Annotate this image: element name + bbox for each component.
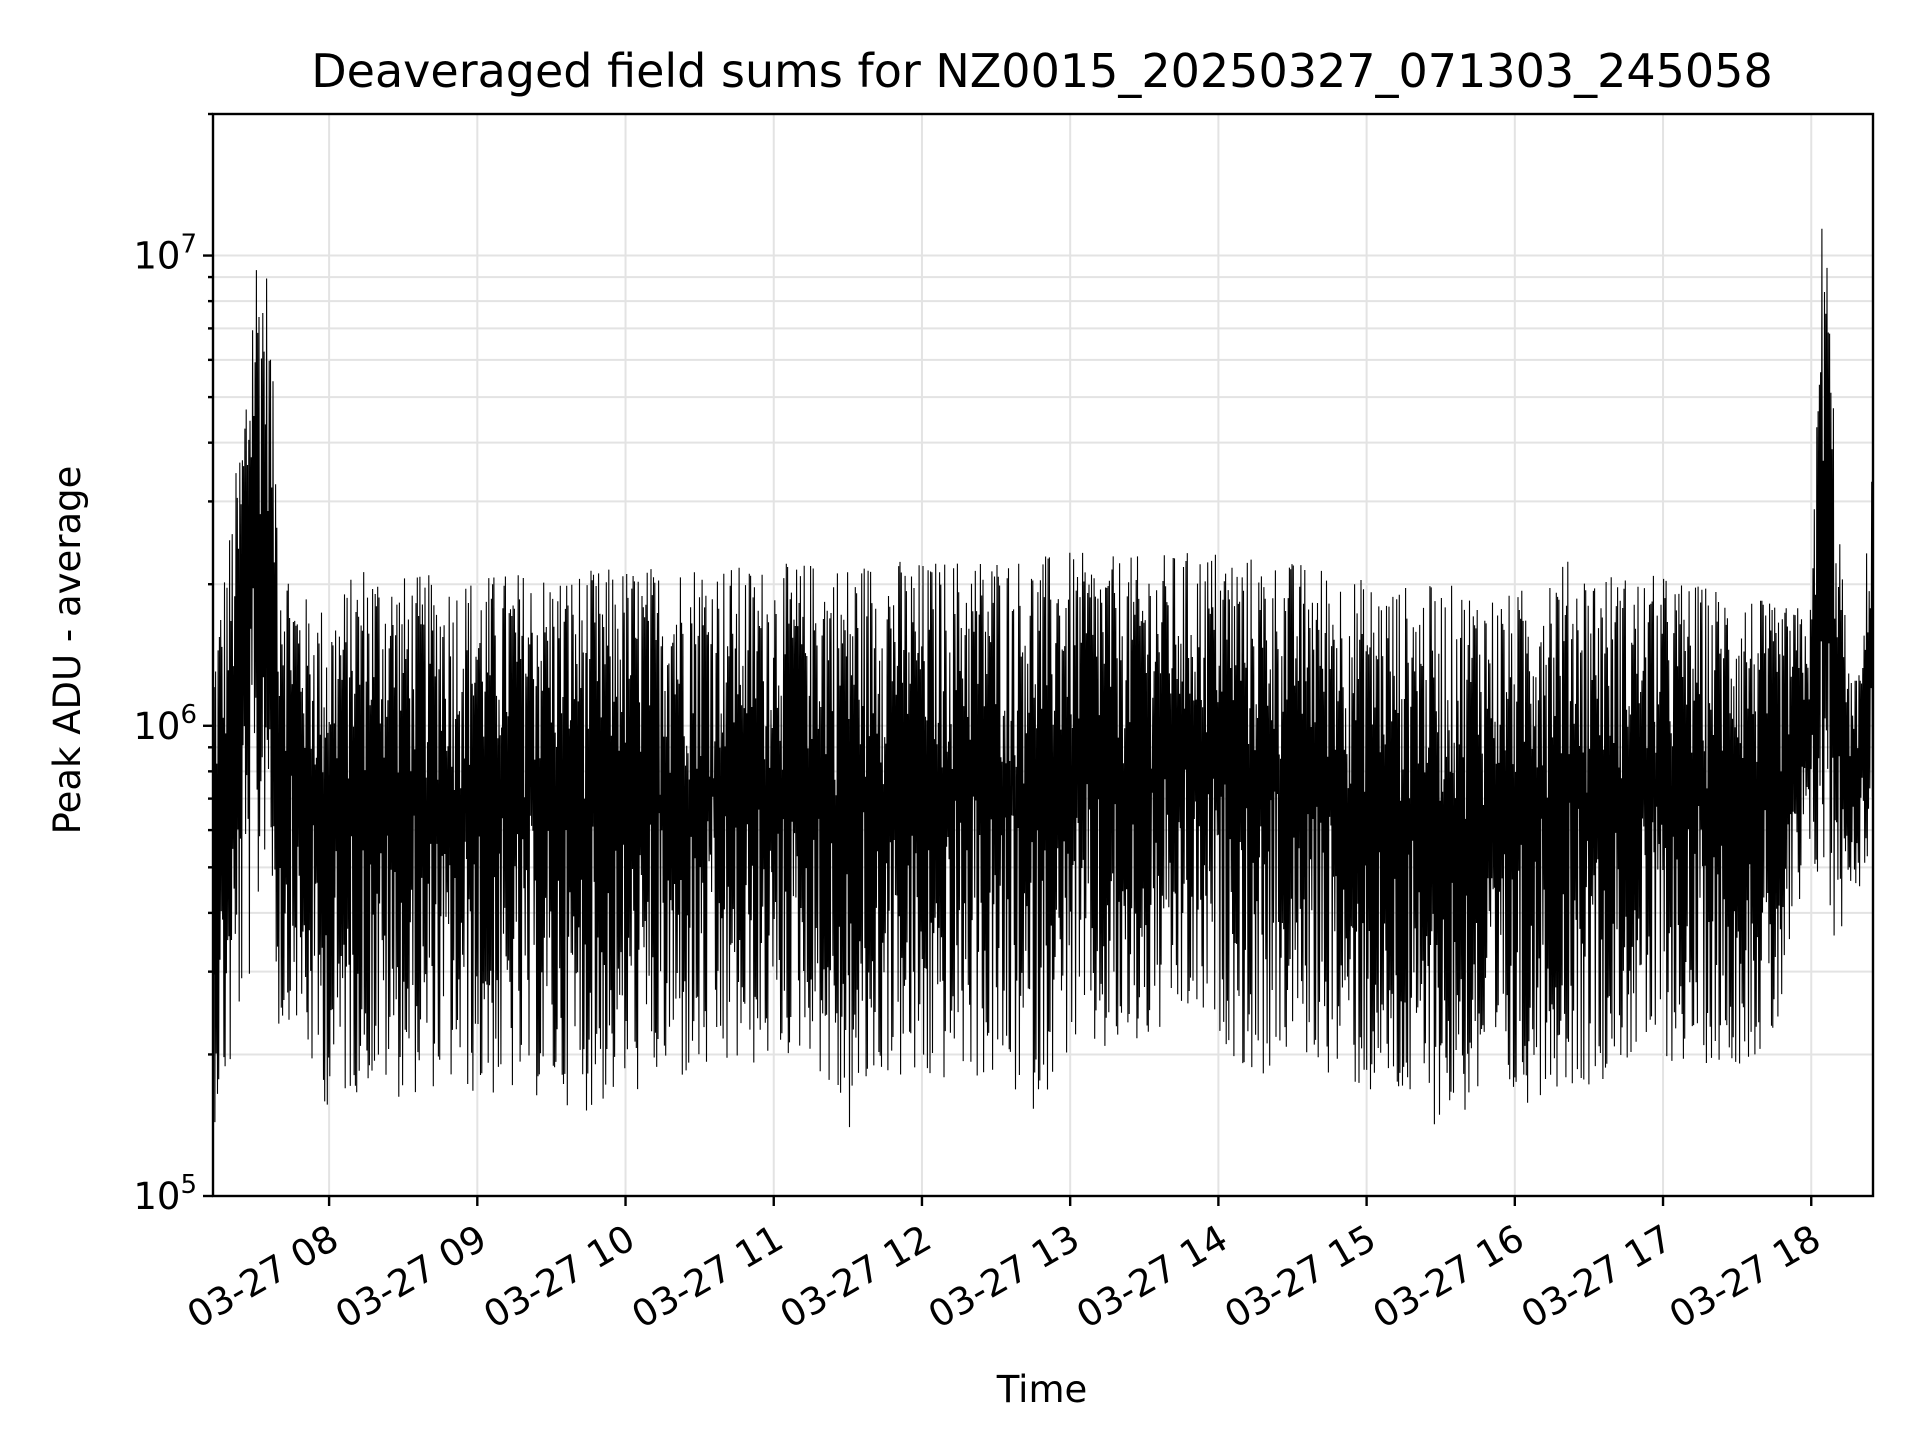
x-tick-label: 03-27 15 — [1218, 1217, 1384, 1337]
y-tick-label: 106 — [133, 700, 197, 748]
x-tick-label: 03-27 10 — [476, 1217, 642, 1337]
chart-title: Deaveraged field sums for NZ0015_2025032… — [311, 44, 1772, 98]
x-tick-label: 03-27 08 — [180, 1217, 346, 1337]
x-tick-label: 03-27 11 — [625, 1217, 791, 1337]
x-axis-label: Time — [996, 1368, 1088, 1411]
series-line — [212, 228, 1874, 1128]
y-tick-label: 107 — [133, 230, 197, 278]
y-axis-ticks: 105 106 107 — [133, 112, 213, 1218]
plot-frame — [211, 112, 1875, 1198]
x-tick-label: 03-27 17 — [1514, 1217, 1680, 1337]
x-tick-label: 03-27 16 — [1366, 1217, 1532, 1337]
x-tick-label: 03-27 18 — [1662, 1217, 1828, 1337]
x-tick-label: 03-27 14 — [1069, 1217, 1235, 1337]
y-axis-label: Peak ADU - average — [46, 466, 89, 835]
x-tick-label: 03-27 13 — [921, 1217, 1087, 1337]
x-tick-label: 03-27 09 — [328, 1217, 494, 1337]
y-tick-label: 105 — [133, 1170, 197, 1218]
x-tick-label: 03-27 12 — [773, 1217, 939, 1337]
